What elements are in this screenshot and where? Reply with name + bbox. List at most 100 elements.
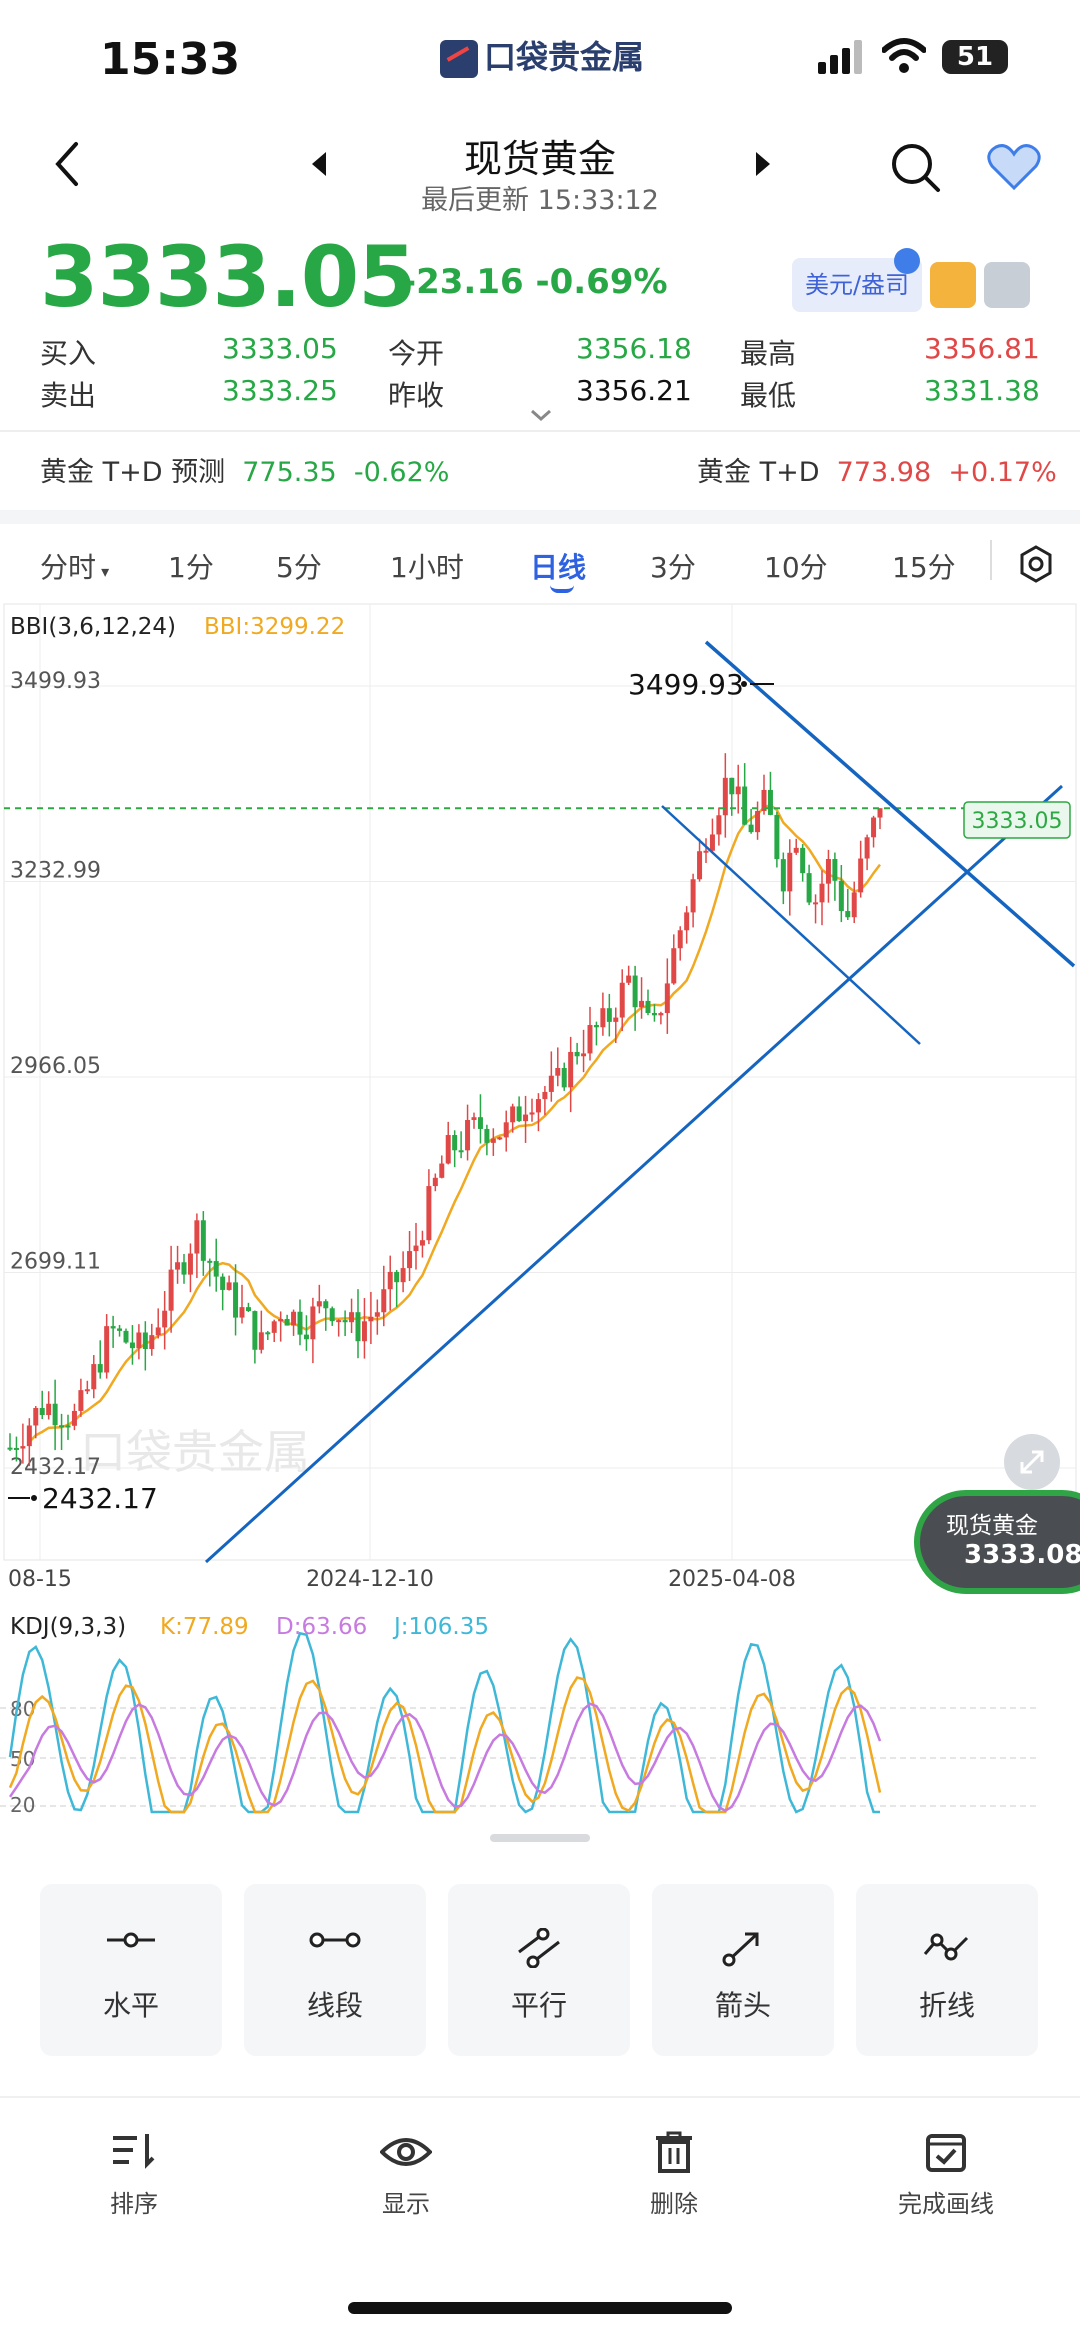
tool-arrow-button[interactable]: 箭头 (652, 1884, 834, 2056)
candle-body (13, 1447, 19, 1450)
wifi-icon (882, 38, 926, 73)
candle-body (497, 1137, 503, 1140)
tab-1min[interactable]: 1分 (168, 551, 214, 584)
candle (258, 1310, 264, 1354)
tab-timeshare[interactable]: 分时 ▾ (40, 546, 109, 586)
max-price-dot (741, 681, 747, 687)
tool-parallel-button[interactable]: 平行 (448, 1884, 630, 2056)
trash-icon (656, 2131, 692, 2173)
candle (213, 1238, 219, 1292)
indicator-name: BBI(3,6,12,24) (10, 614, 176, 640)
tab-label: 分时 (40, 551, 97, 584)
back-arrow-icon[interactable] (50, 140, 86, 188)
tool-segment-button[interactable]: 线段 (244, 1884, 426, 2056)
floating-quote-card[interactable]: 现货黄金 3333.08 (914, 1490, 1080, 1594)
next-instrument-icon[interactable] (752, 150, 772, 178)
nav-display-button[interactable]: 显示 (326, 2130, 486, 2219)
favorite-heart-icon[interactable] (986, 142, 1042, 192)
previous-instrument-icon[interactable] (310, 150, 330, 178)
candle (503, 1110, 509, 1152)
nav-sort-button[interactable]: 排序 (54, 2130, 214, 2219)
candle (767, 771, 773, 816)
tool-horizontal-button[interactable]: 水平 (40, 1884, 222, 2056)
candle (697, 838, 703, 882)
candle (407, 1231, 413, 1281)
candle-body (329, 1308, 335, 1322)
tab-1hour[interactable]: 1小时 (390, 551, 464, 584)
candle (871, 815, 877, 848)
search-icon[interactable] (888, 140, 944, 196)
candle (671, 934, 677, 985)
candle (368, 1291, 374, 1345)
trendline-resistance[interactable] (704, 640, 1076, 968)
tab-3min[interactable]: 3分 (650, 551, 696, 584)
candle-body (767, 789, 773, 815)
tab-5min[interactable]: 5分 (276, 551, 322, 584)
candle-body (368, 1316, 374, 1322)
candle-body (871, 817, 877, 838)
candle (516, 1096, 522, 1122)
assistant-icon[interactable] (984, 262, 1030, 308)
candle (78, 1378, 84, 1417)
candle-body (510, 1106, 516, 1123)
candle-body (523, 1114, 529, 1122)
candle (59, 1413, 65, 1450)
candle-body (265, 1332, 271, 1335)
candle (484, 1124, 490, 1156)
candle-body (129, 1342, 135, 1349)
segment-icon (309, 1932, 361, 1948)
change-percent: -0.69% (535, 262, 668, 302)
chart-settings-icon[interactable] (1016, 544, 1056, 584)
drag-handle[interactable] (490, 1834, 590, 1842)
candle-body (233, 1282, 239, 1318)
candle (233, 1264, 239, 1336)
candle-body (838, 880, 844, 912)
candlestick-chart[interactable]: BBI(3,6,12,24) BBI:3299.22 口袋贵金属 3499.93… (0, 600, 1080, 1600)
candle (323, 1299, 329, 1331)
candle (452, 1130, 458, 1168)
candle (593, 1021, 599, 1046)
td-prediction[interactable]: 黄金 T+D 预测 775.35 -0.62% (40, 450, 449, 489)
candle-body (574, 1051, 580, 1057)
candle (413, 1222, 419, 1270)
tab-10min[interactable]: 10分 (764, 551, 828, 584)
candle-body (800, 847, 806, 874)
tab-15min[interactable]: 15分 (892, 551, 956, 584)
candle-body (291, 1311, 297, 1326)
nav-label: 删除 (650, 2190, 698, 2218)
unit-selector-button[interactable]: 美元/盎司 (792, 258, 922, 312)
expand-chevron-icon[interactable] (530, 408, 552, 422)
kdj-indicator-chart[interactable]: KDJ(9,3,3) K:77.89 D:63.66 J:106.35 80 5… (0, 1600, 1080, 1815)
candle-body (535, 1099, 541, 1113)
candle (381, 1265, 387, 1327)
candle (97, 1340, 103, 1379)
nav-delete-button[interactable]: 删除 (594, 2130, 754, 2219)
kdj-k: K:77.89 (160, 1614, 249, 1640)
trendline-channel[interactable] (661, 805, 921, 1045)
candle-body (690, 879, 696, 913)
candle-body (722, 777, 728, 816)
buy-label: 买入 (40, 337, 97, 370)
candle-body (458, 1150, 464, 1153)
candle-body (780, 859, 786, 892)
candle (703, 838, 709, 863)
candle-body (664, 983, 670, 1014)
cellular-signal-icon (818, 40, 862, 74)
candle-body (671, 948, 677, 984)
trendline-support[interactable] (204, 784, 1064, 1564)
td-quote[interactable]: 黄金 T+D 773.98 +0.17% (697, 450, 1057, 489)
fullscreen-icon[interactable] (1004, 1434, 1060, 1490)
tool-label: 平行 (510, 1989, 567, 2022)
candle (303, 1315, 309, 1351)
candle-body (568, 1051, 574, 1088)
candle (329, 1306, 335, 1326)
candle-body (155, 1327, 161, 1336)
tool-polyline-button[interactable]: 折线 (856, 1884, 1038, 2056)
candle (445, 1121, 451, 1165)
candle (722, 753, 728, 838)
candle-body (323, 1301, 329, 1309)
settings-toggle-icon[interactable] (930, 262, 976, 308)
candle-body (349, 1312, 355, 1323)
nav-finish-drawing-button[interactable]: 完成画线 (866, 2130, 1026, 2219)
tab-daily[interactable]: 日线 (530, 551, 587, 584)
